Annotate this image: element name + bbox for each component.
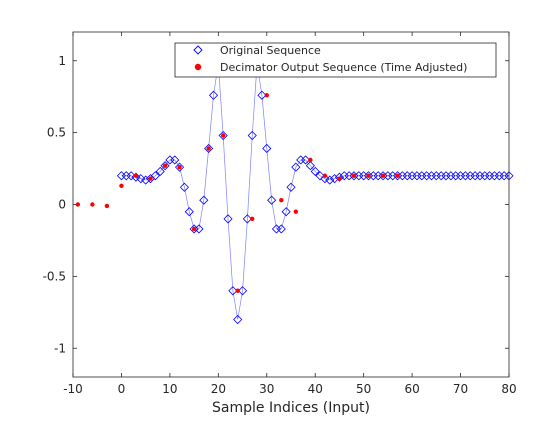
original-sequence-point (242, 214, 252, 224)
original-sequence-point (184, 207, 194, 217)
x-tick-label: -10 (63, 382, 83, 396)
y-tick-label: -0.5 (43, 269, 66, 283)
decimator-output-point (322, 173, 328, 178)
legend-label-original: Original Sequence (220, 44, 321, 57)
original-sequence-point (247, 130, 257, 141)
plot-area (73, 32, 509, 377)
x-tick-label: 70 (453, 382, 468, 396)
original-sequence-point (155, 166, 165, 177)
original-sequence-point (300, 155, 311, 165)
original-sequence-point (310, 166, 320, 177)
x-tick-label: 40 (308, 382, 323, 396)
legend-marker-decimator (194, 63, 202, 71)
original-sequence-line (121, 63, 509, 320)
decimator-output-point (90, 202, 95, 207)
decimator-output-point (395, 173, 400, 178)
original-sequence-point (228, 286, 238, 296)
original-sequence-point (208, 90, 219, 100)
x-axis-label: Sample Indices (Input) (212, 400, 370, 416)
original-sequence-point (223, 214, 233, 224)
decimator-output-point (337, 176, 342, 181)
decimator-output-point (235, 288, 240, 293)
original-sequence-point (281, 207, 291, 217)
x-tick-label: 0 (118, 382, 126, 396)
original-sequence-point (257, 90, 267, 100)
legend: Original Sequence Decimator Output Seque… (174, 42, 497, 78)
x-tick-label: 80 (501, 382, 516, 396)
original-sequence-point (170, 155, 180, 165)
original-sequence-point (160, 161, 170, 171)
original-sequence-point (334, 172, 345, 182)
y-tick-label: 1 (58, 54, 66, 68)
decimator-output-point (148, 176, 153, 181)
original-sequence-point (150, 171, 160, 181)
decimator-output-point (162, 163, 168, 168)
original-sequence-point (233, 314, 243, 325)
original-sequence-point (262, 143, 272, 154)
decimator-output-point (104, 203, 110, 209)
decimator-output-point (293, 209, 299, 214)
original-sequence-point (315, 171, 325, 181)
original-sequence-point (286, 182, 296, 192)
original-sequence-point (330, 174, 340, 184)
x-tick-label: 20 (211, 382, 226, 396)
original-sequence-point (218, 130, 228, 141)
legend-box (174, 42, 497, 78)
decimator-output-point (75, 202, 81, 207)
decimator-output-point (264, 93, 269, 98)
original-sequence-point (305, 161, 315, 171)
original-sequence-point (126, 171, 136, 181)
series-line-layer (121, 63, 509, 320)
original-sequence-point (204, 143, 214, 154)
original-sequence-point (131, 172, 141, 182)
original-sequence-point (267, 195, 277, 205)
decimator-output-point (279, 197, 284, 203)
decimator-output-point (191, 226, 197, 232)
original-sequence-point (175, 162, 185, 172)
x-tick-label: 10 (162, 382, 177, 396)
decimator-output-point (133, 173, 139, 178)
decimator-output-point (177, 164, 182, 170)
decimator-output-point (250, 216, 255, 222)
x-tick-label: 30 (259, 382, 274, 396)
legend-label-decimator: Decimator Output Sequence (Time Adjusted… (220, 61, 467, 74)
decimator-output-point (366, 173, 371, 178)
original-sequence-point (325, 175, 335, 185)
original-sequence-point (199, 195, 209, 205)
decimator-output-point (380, 173, 386, 178)
decimator-output-point (308, 157, 313, 163)
original-sequence-point (136, 174, 146, 184)
original-sequence-point (291, 162, 301, 172)
original-sequence-point (179, 182, 189, 192)
x-tick-label: 60 (404, 382, 419, 396)
original-sequence-point (320, 174, 330, 184)
decimator-output-point (351, 173, 357, 178)
x-tick-label: 50 (356, 382, 371, 396)
original-sequence-point (276, 224, 286, 234)
original-sequence-point (237, 286, 248, 296)
y-tick-label: -1 (54, 341, 66, 355)
series-marker-layer (75, 59, 514, 325)
decimator-output-point (206, 146, 211, 151)
decimator-output-point (220, 133, 226, 138)
decimator-output-point (119, 183, 124, 189)
y-tick-label: 0 (58, 198, 66, 212)
ticks-layer: -10 0 10 20 30 40 50 60 70 80 -1 -0.5 0 0.5 1 (43, 32, 517, 396)
legend-marker-original (193, 45, 203, 55)
plot-frame (72, 31, 510, 378)
original-sequence-point (194, 224, 204, 234)
y-tick-label: 0.5 (47, 126, 66, 140)
